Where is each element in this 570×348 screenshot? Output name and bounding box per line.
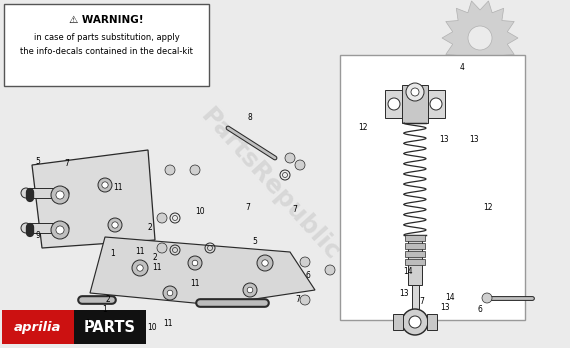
Text: ⚠ WARNING!: ⚠ WARNING! <box>69 15 144 25</box>
Bar <box>74 310 146 344</box>
Circle shape <box>300 257 310 267</box>
Circle shape <box>257 255 273 271</box>
Circle shape <box>247 287 253 293</box>
Circle shape <box>243 283 257 297</box>
Circle shape <box>188 256 202 270</box>
Bar <box>340 55 525 320</box>
Text: 6: 6 <box>478 306 482 315</box>
Circle shape <box>468 26 492 50</box>
Circle shape <box>51 221 69 239</box>
Circle shape <box>482 293 492 303</box>
Circle shape <box>132 260 148 276</box>
Text: aprilia: aprilia <box>14 322 62 334</box>
Text: 1: 1 <box>86 318 91 327</box>
Circle shape <box>192 260 198 266</box>
Text: in case of parts substitution, apply: in case of parts substitution, apply <box>34 33 180 42</box>
Bar <box>405 235 425 241</box>
Text: 5: 5 <box>35 158 40 166</box>
Circle shape <box>59 188 69 198</box>
Bar <box>393 314 403 330</box>
Circle shape <box>430 98 442 110</box>
Text: 9: 9 <box>35 230 40 239</box>
Circle shape <box>56 191 64 199</box>
Circle shape <box>325 265 335 275</box>
Bar <box>402 85 428 123</box>
Text: 1: 1 <box>103 306 107 315</box>
Circle shape <box>406 83 424 101</box>
Text: 4: 4 <box>459 63 465 72</box>
Bar <box>427 90 445 118</box>
Circle shape <box>411 88 419 96</box>
Text: 8: 8 <box>247 113 253 122</box>
Bar <box>4 4 209 86</box>
Text: PartsRepublic: PartsRepublic <box>196 104 344 266</box>
Circle shape <box>157 213 167 223</box>
Polygon shape <box>32 150 155 248</box>
Bar <box>385 90 403 118</box>
Text: 12: 12 <box>483 203 492 212</box>
Circle shape <box>137 265 143 271</box>
Text: 14: 14 <box>403 268 413 277</box>
Circle shape <box>300 295 310 305</box>
Circle shape <box>402 309 428 335</box>
Circle shape <box>190 165 200 175</box>
Circle shape <box>167 290 173 296</box>
Text: 7: 7 <box>420 298 425 307</box>
Polygon shape <box>90 237 315 305</box>
Circle shape <box>51 186 69 204</box>
Bar <box>2 310 74 344</box>
Circle shape <box>59 223 69 233</box>
Text: 14: 14 <box>445 293 455 302</box>
Circle shape <box>56 226 64 234</box>
Circle shape <box>98 178 112 192</box>
Text: 11: 11 <box>113 183 123 192</box>
Circle shape <box>157 243 167 253</box>
Circle shape <box>285 153 295 163</box>
Text: 11: 11 <box>163 318 173 327</box>
Circle shape <box>409 316 421 328</box>
Text: 11: 11 <box>152 262 162 271</box>
Circle shape <box>165 165 175 175</box>
Text: 13: 13 <box>439 135 449 144</box>
Bar <box>427 314 437 330</box>
Text: PARTS: PARTS <box>84 321 136 335</box>
Text: the info-decals contained in the decal-kit: the info-decals contained in the decal-k… <box>20 47 193 56</box>
Circle shape <box>112 222 118 228</box>
Text: 2: 2 <box>153 253 157 262</box>
Text: 10: 10 <box>147 324 157 332</box>
Text: 13: 13 <box>440 302 450 311</box>
Text: 5: 5 <box>253 237 258 246</box>
Bar <box>412 285 418 315</box>
Circle shape <box>21 223 31 233</box>
Text: 7: 7 <box>292 206 298 214</box>
Text: 6: 6 <box>306 271 311 280</box>
Text: 7: 7 <box>246 204 250 213</box>
Bar <box>26 223 64 233</box>
Text: 13: 13 <box>469 135 479 144</box>
Circle shape <box>102 182 108 188</box>
Text: 12: 12 <box>359 122 368 132</box>
Circle shape <box>21 188 31 198</box>
Text: 10: 10 <box>195 207 205 216</box>
Bar <box>405 251 425 257</box>
Text: 2: 2 <box>148 223 152 232</box>
Text: 2: 2 <box>105 295 111 304</box>
Bar <box>405 243 425 249</box>
Text: 7: 7 <box>64 158 70 167</box>
Bar <box>26 188 64 198</box>
Polygon shape <box>442 1 518 75</box>
Circle shape <box>163 286 177 300</box>
Circle shape <box>295 160 305 170</box>
Text: 11: 11 <box>190 279 200 288</box>
Text: 7: 7 <box>296 295 300 304</box>
Bar <box>405 259 425 265</box>
Text: 11: 11 <box>135 247 145 256</box>
Bar <box>408 235 422 285</box>
Text: 1: 1 <box>111 248 115 258</box>
Text: 13: 13 <box>399 288 409 298</box>
Circle shape <box>388 98 400 110</box>
Circle shape <box>262 260 268 266</box>
Circle shape <box>108 218 122 232</box>
